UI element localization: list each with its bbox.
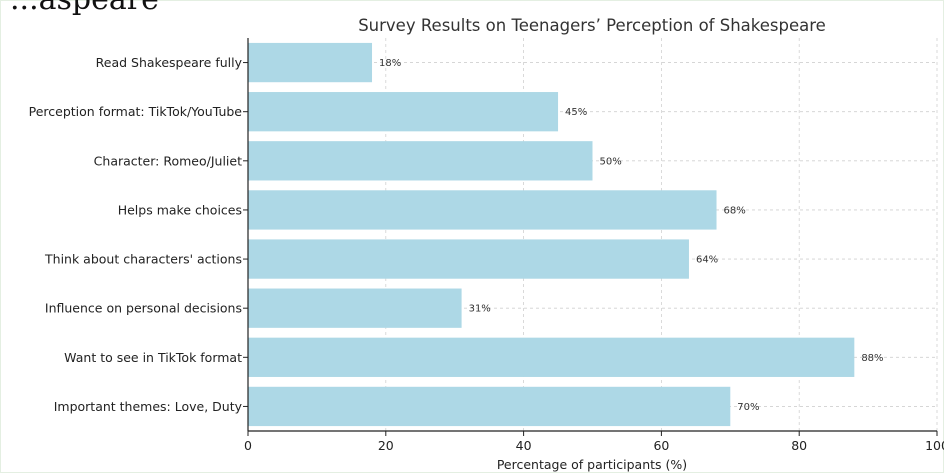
bar <box>248 92 559 132</box>
clipped-header-text: ...aspeare <box>10 0 159 17</box>
chart-title: Survey Results on Teenagers’ Perception … <box>358 16 826 35</box>
bar-data-label: 70% <box>737 402 759 413</box>
bar <box>248 288 462 328</box>
category-label: Influence on personal decisions <box>45 301 242 316</box>
bars: 18% 45% 50% 68% 64% 31% 88% 70% <box>248 42 884 427</box>
category-label: Want to see in TikTok format <box>64 350 242 365</box>
x-tick-label: 0 <box>244 438 252 453</box>
category-label: Helps make choices <box>118 202 242 217</box>
bar-data-label: 18% <box>379 58 401 69</box>
category-label: Perception format: TikTok/YouTube <box>29 104 243 119</box>
x-tick-label: 60 <box>653 438 669 453</box>
bar-data-label: 50% <box>600 156 622 167</box>
category-label: Think about characters' actions <box>44 252 242 267</box>
bar <box>248 337 855 377</box>
bar-data-label: 88% <box>861 353 883 364</box>
x-tick-label: 100 <box>925 438 944 453</box>
bar-data-label: 64% <box>696 255 718 266</box>
bar-data-label: 68% <box>724 205 746 216</box>
x-axis-title: Percentage of participants (%) <box>497 457 687 472</box>
x-tick-label: 40 <box>516 438 532 453</box>
bar <box>248 141 593 181</box>
axes: 0 20 40 60 80 100 Read Shakespeare fully Percep… <box>29 38 944 453</box>
bar <box>248 190 717 230</box>
category-label: Read Shakespeare fully <box>96 55 243 70</box>
bar-data-label: 31% <box>469 304 491 315</box>
bar <box>248 239 689 279</box>
bar <box>248 386 731 427</box>
category-label: Important themes: Love, Duty <box>54 399 243 414</box>
x-tick-label: 80 <box>791 438 807 453</box>
bar <box>248 42 373 83</box>
bar-data-label: 45% <box>565 107 587 118</box>
category-label: Character: Romeo/Juliet <box>94 153 242 168</box>
x-tick-label: 20 <box>378 438 394 453</box>
